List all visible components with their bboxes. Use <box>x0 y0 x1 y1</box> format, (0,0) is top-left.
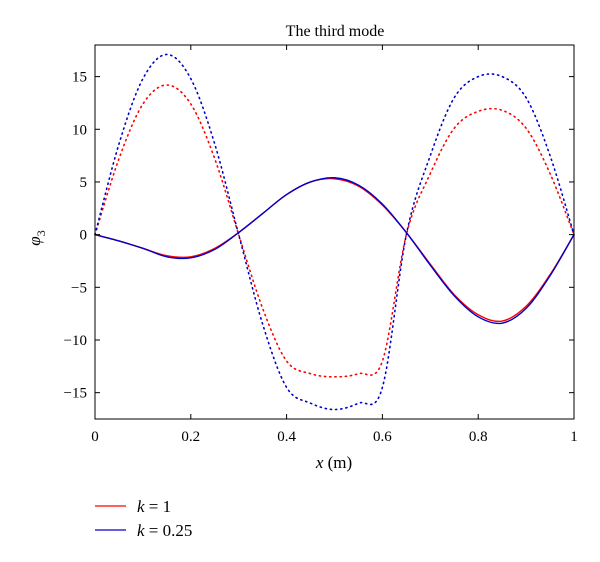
y-axis-label: φ3 <box>25 230 48 245</box>
y-axis-label-var: φ <box>25 236 44 245</box>
x-axis-label-unit: (m) <box>328 453 353 472</box>
x-axis-label-var: x <box>315 453 324 472</box>
x-tick-label: 0 <box>91 429 99 445</box>
y-axis-label-sub: 3 <box>34 230 48 236</box>
series-line-0 <box>94 177 575 323</box>
x-tick-label: 1 <box>570 429 578 445</box>
legend-label-k025: k = 0.25 <box>137 521 192 540</box>
x-tick-label: 0.2 <box>181 429 200 445</box>
x-axis-label: x (m) <box>315 453 352 472</box>
x-tick-label: 0.8 <box>469 429 488 445</box>
series-line-1 <box>94 176 575 325</box>
y-tick-label: 15 <box>72 70 87 86</box>
chart-title: The third mode <box>286 23 385 40</box>
x-tick-label: 0.4 <box>277 429 296 445</box>
y-tick-label: −15 <box>64 386 87 402</box>
series-line-3 <box>94 53 575 411</box>
plot-frame <box>94 44 575 420</box>
x-tick-label: 0.6 <box>373 429 392 445</box>
legend-label-k1: k = 1 <box>137 497 171 516</box>
legend: k = 1 k = 0.25 <box>95 497 192 540</box>
plot-curves <box>94 53 575 411</box>
y-tick-label: 5 <box>80 175 88 191</box>
y-tick-label: −10 <box>64 333 87 349</box>
y-tick-label: 10 <box>72 122 87 138</box>
y-axis: 15 10 5 0 −5 −10 −15 <box>64 70 574 402</box>
y-tick-label: −5 <box>71 280 87 296</box>
y-tick-label: 0 <box>80 228 88 244</box>
series-line-2 <box>94 84 575 378</box>
x-axis: 0 0.2 0.4 0.6 0.8 1 <box>91 45 578 445</box>
